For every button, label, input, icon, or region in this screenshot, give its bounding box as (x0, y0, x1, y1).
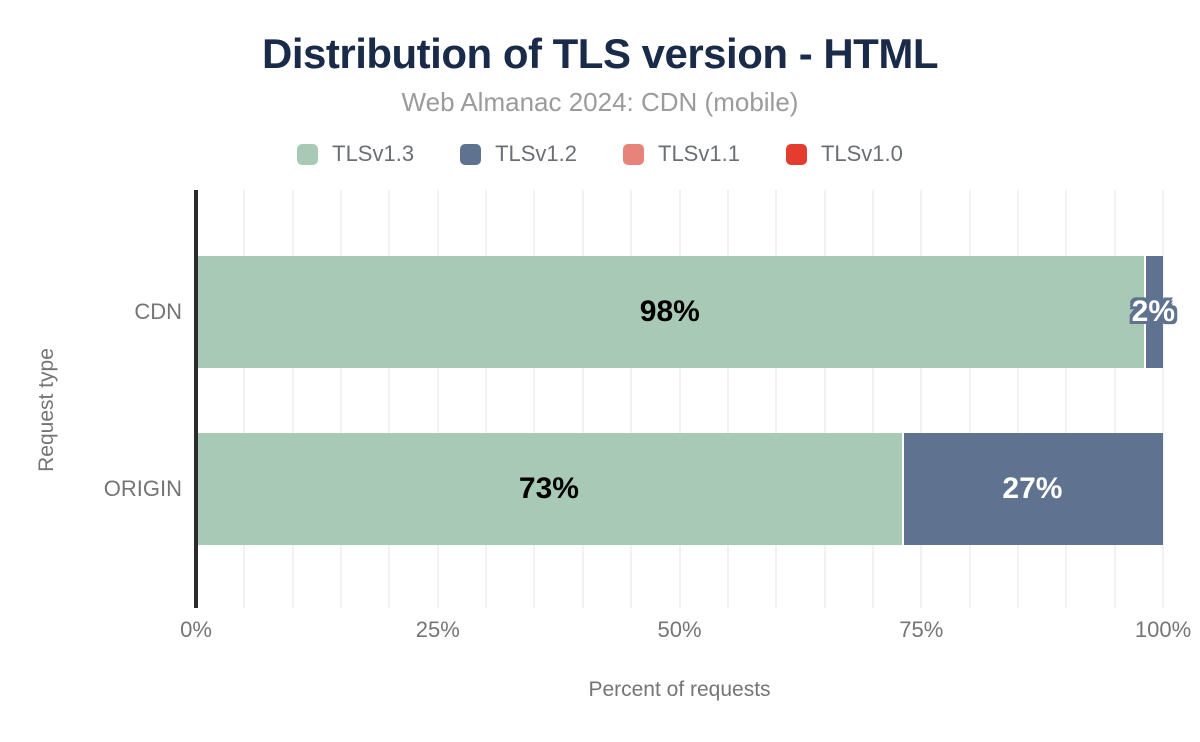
legend-swatch-tlsv1.1 (623, 143, 644, 165)
bar-value-label: 98% (639, 295, 700, 328)
x-tick-label-50: 50% (657, 617, 702, 642)
gridline (533, 190, 536, 608)
gridline (823, 190, 826, 608)
legend-swatch-tlsv1.0 (785, 143, 807, 165)
legend-label: TLSv1.1 (658, 141, 740, 166)
bar-cdn: 98% 2% (196, 256, 1175, 368)
bar-value-label: 27% (1002, 472, 1063, 505)
y-axis-title: Request type (35, 348, 58, 472)
gridline (388, 190, 391, 608)
y-category-label-cdn: CDN (134, 299, 182, 324)
legend-item-tlsv1.2[interactable]: TLSv1.2 (460, 141, 577, 167)
legend-item-tlsv1.1[interactable]: TLSv1.1 (623, 141, 740, 167)
x-tick-label-0: 0% (180, 617, 212, 642)
bar-value-label: 2% (1131, 295, 1176, 328)
bar-value-label: 73% (518, 472, 579, 505)
gridline (775, 190, 778, 608)
gridline (726, 190, 729, 608)
gridline (968, 190, 971, 608)
gridline (1113, 190, 1116, 608)
bar-segment-origin-tlsv1.3[interactable] (196, 433, 902, 545)
gridline (1162, 190, 1164, 608)
legend-label: TLSv1.0 (820, 141, 903, 166)
gridline (1065, 190, 1068, 608)
gridline (678, 190, 681, 608)
gridline (436, 190, 439, 608)
bar-origin: 73% 27% (196, 433, 1163, 545)
legend-item-tlsv1.0[interactable]: TLSv1.0 (785, 141, 903, 167)
gridline (871, 190, 874, 608)
x-tick-label-100: 100% (1134, 617, 1192, 642)
bar-segment-cdn-tlsv1.2[interactable] (1143, 256, 1163, 368)
gridline (581, 190, 584, 608)
x-axis-title: Percent of requests (588, 678, 771, 701)
legend-swatch-tlsv1.3 (297, 143, 319, 165)
gridline (630, 190, 633, 608)
x-tick-label-25: 25% (415, 617, 460, 642)
legend-swatch-tlsv1.2 (460, 143, 482, 165)
gridline (485, 190, 488, 608)
legend-label: TLSv1.3 (332, 141, 415, 166)
y-category-label-origin: ORIGIN (103, 476, 182, 501)
gridline (920, 190, 923, 608)
gridline (291, 190, 294, 608)
y-axis-line (194, 190, 198, 608)
legend-label: TLSv1.2 (495, 141, 577, 166)
x-tick-label-75: 75% (899, 617, 944, 642)
legend-item-tlsv1.3[interactable]: TLSv1.3 (297, 141, 414, 167)
bar-segment-cdn-tlsv1.3[interactable] (196, 256, 1144, 368)
bar-segment-origin-tlsv1.2[interactable] (901, 433, 1163, 545)
gridline (340, 190, 343, 608)
legend: TLSv1.3 TLSv1.2 TLSv1.1 TLSv1.0 (0, 141, 1200, 167)
gridline (1016, 190, 1019, 608)
plot-area: 98% 2% 73% 27% (194, 190, 1175, 608)
gridline (243, 190, 246, 608)
chart-title: Distribution of TLS version - HTML (262, 30, 938, 77)
chart-subtitle: Web Almanac 2024: CDN (mobile) (401, 87, 799, 117)
